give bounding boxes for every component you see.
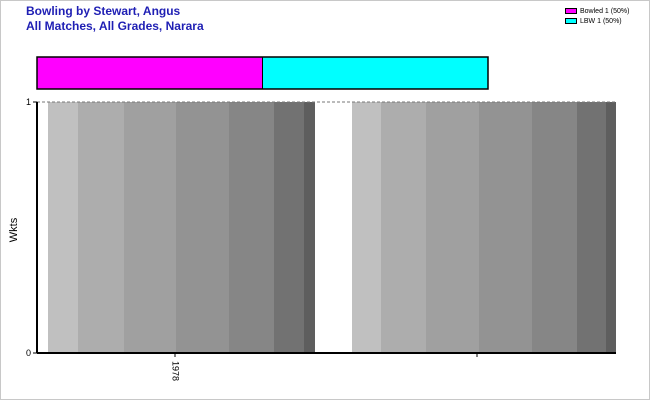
legend-item-lbw: LBW 1 (50%) [565,16,629,26]
legend-label-lbw: LBW 1 (50%) [580,17,622,25]
y-axis-label: Wkts [8,217,20,242]
plot-background-band [606,102,616,353]
legend-swatch-lbw [565,18,577,24]
legend: Bowled 1 (50%) LBW 1 (50%) [565,6,629,26]
plot-background-band [78,102,124,353]
dismissal-segment-bowled [37,57,263,89]
plot-background-band [426,102,479,353]
plot-background-band [577,102,606,353]
chart-title-line1: Bowling by Stewart, Angus [26,4,181,18]
y-tick-label: 0 [26,348,31,358]
plot-background-band [48,102,78,353]
dismissal-bar-border [36,56,489,90]
dismissal-segment-lbw [262,57,488,89]
legend-swatch-bowled [565,8,577,14]
plot-background-band [124,102,176,353]
x-tick-label: 1978 [171,361,181,381]
y-tick-label: 1 [26,97,31,107]
plot-background-band [229,102,274,353]
chart-title: Bowling by Stewart, Angus All Matches, A… [26,4,204,34]
plot-background-band [304,102,315,353]
legend-label-bowled: Bowled 1 (50%) [580,7,630,15]
plot-background-band [352,102,381,353]
legend-item-bowled: Bowled 1 (50%) [565,6,629,16]
chart-title-line2: All Matches, All Grades, Narara [26,19,204,33]
plot-background-band [274,102,304,353]
plot-background-band [381,102,426,353]
plot-background-band [479,102,532,353]
plot-background-band [176,102,229,353]
plot-background-band [532,102,577,353]
